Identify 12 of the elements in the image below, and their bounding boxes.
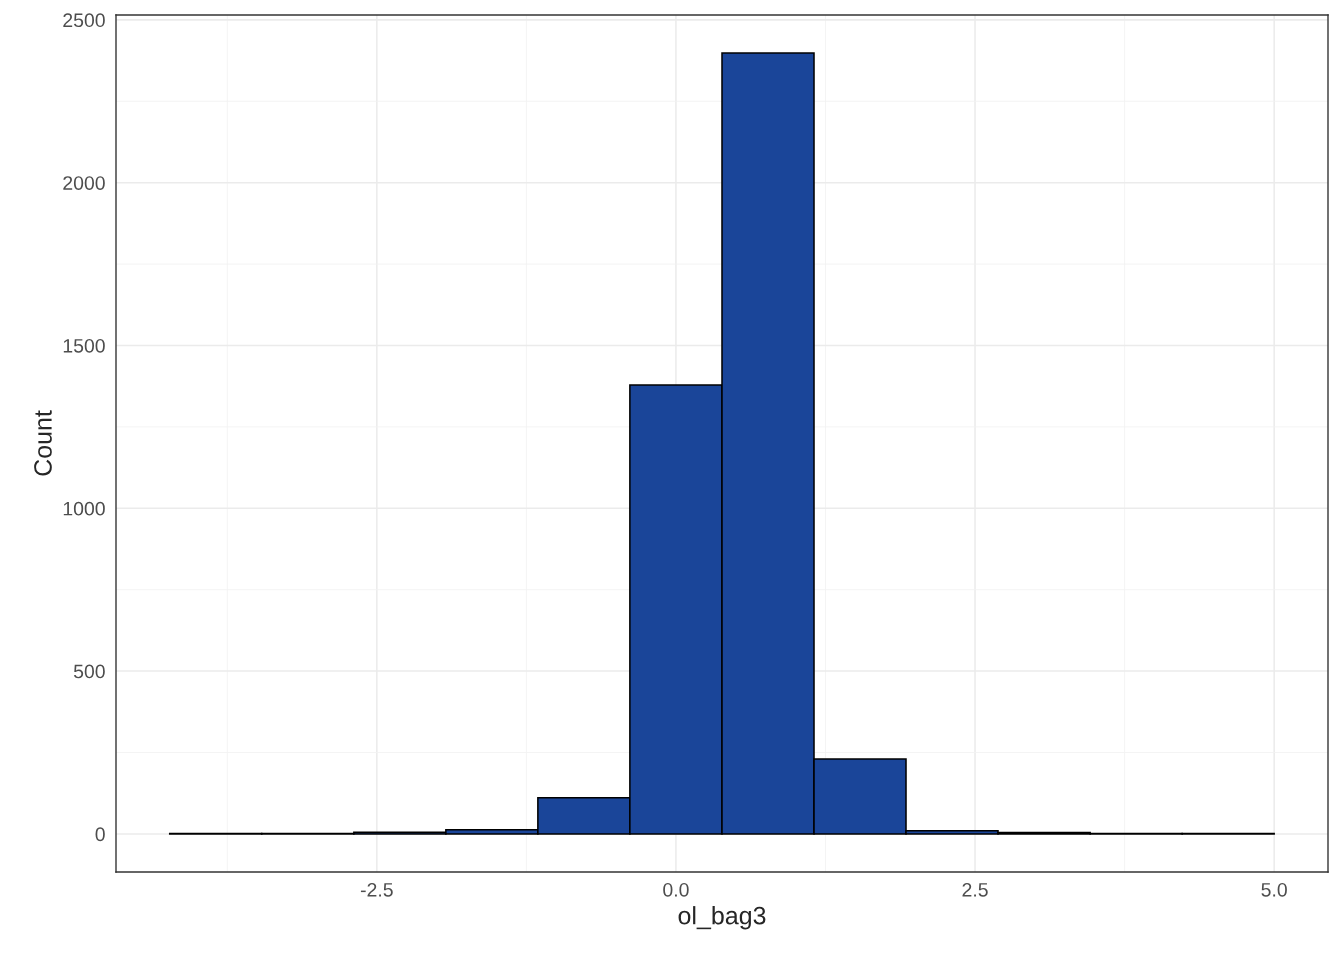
- x-tick-label: 0.0: [663, 882, 689, 897]
- y-axis-title: Count: [34, 410, 52, 476]
- y-tick-label: 500: [73, 664, 105, 679]
- x-tick-label: 2.5: [962, 882, 988, 897]
- x-tick-label: 5.0: [1261, 882, 1287, 897]
- y-tick-label: 1000: [63, 501, 105, 516]
- y-tick-label: 2000: [63, 176, 105, 190]
- y-tick-label: 0: [95, 827, 105, 842]
- x-axis-title: ol_bag3: [678, 906, 766, 930]
- y-tick-label: 1500: [63, 338, 105, 353]
- x-tick-label: -2.5: [360, 882, 393, 897]
- y-tick-label: 2500: [63, 13, 105, 28]
